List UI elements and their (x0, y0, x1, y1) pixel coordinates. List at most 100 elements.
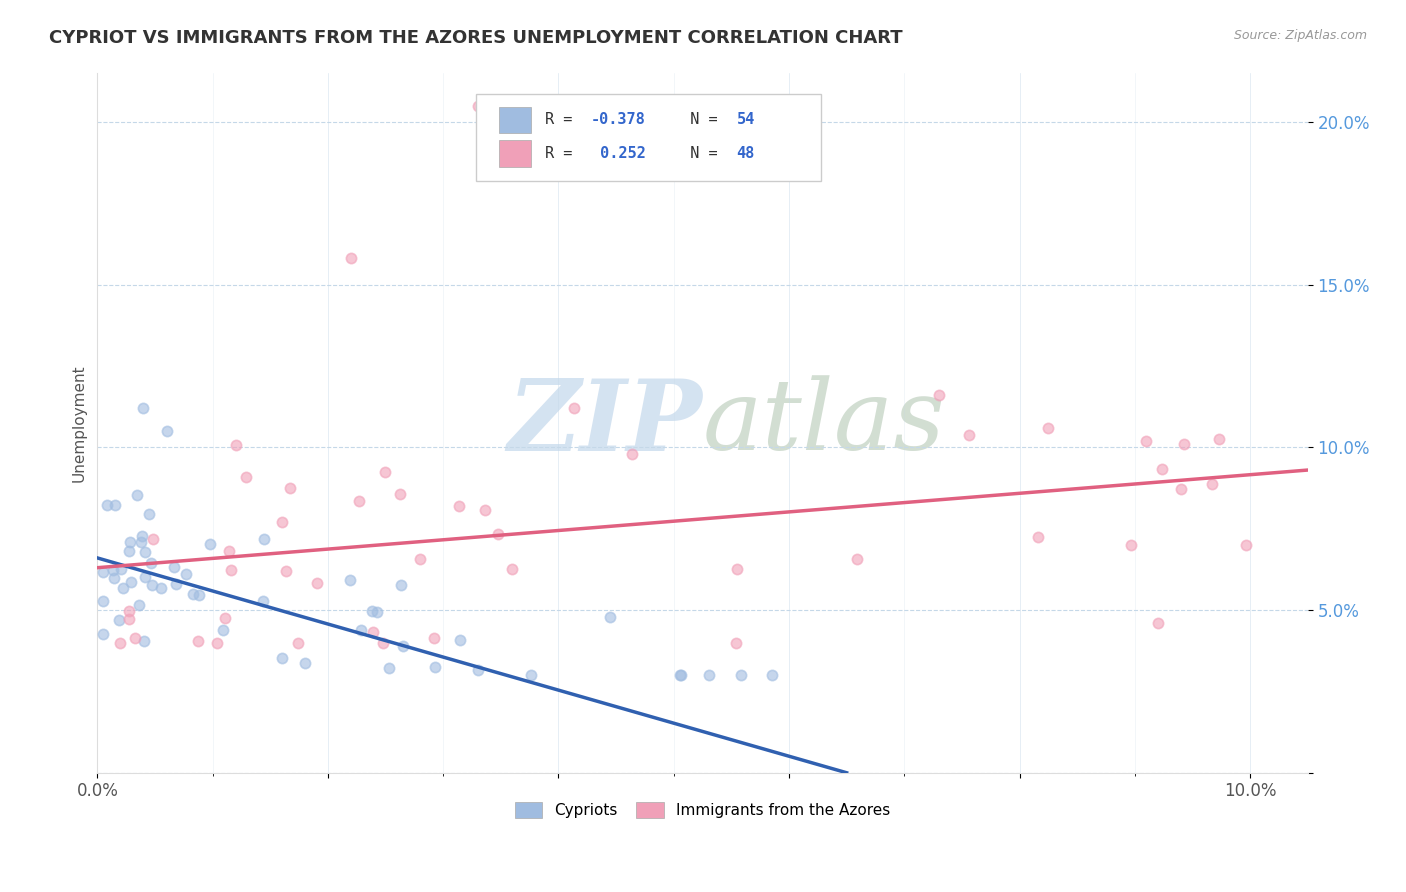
Point (305, 576, 328, 591)
Point (142, 532, 165, 546)
Point (271, 650, 294, 665)
Point (132, 401, 155, 416)
Point (1170, 482, 1192, 496)
Point (339, 573, 361, 587)
Point (219, 562, 242, 576)
Point (91, 565, 114, 579)
Point (225, 438, 247, 452)
Point (118, 534, 141, 549)
Point (1146, 615, 1168, 630)
Bar (499, 140, 530, 167)
Y-axis label: Unemployment: Unemployment (72, 364, 86, 482)
Point (271, 515, 294, 529)
Point (104, 498, 127, 512)
Point (127, 488, 149, 502)
Point (1234, 538, 1257, 552)
Text: ZIP: ZIP (508, 375, 703, 471)
Point (347, 494, 370, 508)
Point (91, 593, 114, 607)
Point (449, 633, 471, 648)
Point (1208, 432, 1230, 446)
Point (845, 552, 868, 566)
Point (149, 581, 172, 595)
Text: 54: 54 (737, 112, 755, 128)
Point (366, 605, 388, 619)
Point (96, 498, 118, 512)
Text: R =: R = (546, 112, 582, 128)
Point (486, 527, 509, 541)
Point (620, 446, 643, 460)
Point (425, 659, 447, 673)
Point (350, 623, 373, 637)
Point (118, 612, 141, 626)
Point (1026, 530, 1049, 544)
Point (103, 571, 125, 585)
Point (235, 470, 257, 484)
Point (562, 401, 585, 416)
Point (118, 604, 141, 618)
Point (599, 609, 621, 624)
Point (1036, 421, 1059, 435)
Point (163, 560, 186, 574)
Point (205, 635, 228, 649)
Text: R =: R = (546, 146, 582, 161)
Point (165, 577, 187, 591)
Point (361, 625, 384, 640)
Point (134, 570, 156, 584)
Point (214, 611, 236, 625)
Point (928, 388, 950, 402)
Point (131, 529, 153, 543)
Point (278, 481, 301, 495)
Text: N =: N = (672, 146, 727, 161)
Point (128, 598, 150, 612)
Point (1201, 476, 1223, 491)
Point (252, 594, 274, 608)
Point (340, 252, 363, 266)
Point (361, 603, 384, 617)
Point (108, 613, 131, 627)
Point (389, 578, 412, 592)
Point (141, 578, 163, 592)
Point (187, 633, 209, 648)
Text: atlas: atlas (703, 376, 945, 470)
Point (669, 668, 692, 682)
Point (276, 564, 298, 578)
Point (155, 424, 177, 438)
Point (391, 639, 413, 653)
Point (212, 623, 235, 637)
Point (520, 668, 543, 682)
Text: Source: ZipAtlas.com: Source: ZipAtlas.com (1233, 29, 1367, 42)
Point (501, 562, 523, 576)
Point (1135, 434, 1157, 448)
Point (112, 582, 135, 596)
Point (287, 635, 309, 649)
Point (730, 668, 752, 682)
Text: 0.252: 0.252 (591, 146, 645, 161)
Point (138, 507, 160, 521)
Point (474, 502, 496, 516)
Text: -0.378: -0.378 (591, 112, 645, 128)
Point (110, 561, 132, 575)
Point (697, 668, 720, 682)
Point (134, 545, 156, 559)
Point (129, 534, 152, 549)
Legend: Cypriots, Immigrants from the Azores: Cypriots, Immigrants from the Azores (509, 796, 897, 824)
Point (294, 657, 316, 671)
Text: N =: N = (672, 112, 727, 128)
Text: 48: 48 (737, 146, 755, 161)
Point (174, 567, 197, 582)
Point (110, 635, 132, 649)
Point (187, 588, 209, 602)
FancyBboxPatch shape (477, 94, 821, 181)
Text: CYPRIOT VS IMMIGRANTS FROM THE AZORES UNEMPLOYMENT CORRELATION CHART: CYPRIOT VS IMMIGRANTS FROM THE AZORES UN… (49, 29, 903, 46)
Point (118, 543, 141, 558)
Point (467, 663, 489, 677)
Point (671, 668, 693, 682)
Point (725, 562, 748, 576)
Point (378, 661, 401, 675)
Point (132, 633, 155, 648)
Point (183, 587, 205, 601)
Point (103, 563, 125, 577)
Point (389, 487, 412, 501)
Point (761, 668, 783, 682)
